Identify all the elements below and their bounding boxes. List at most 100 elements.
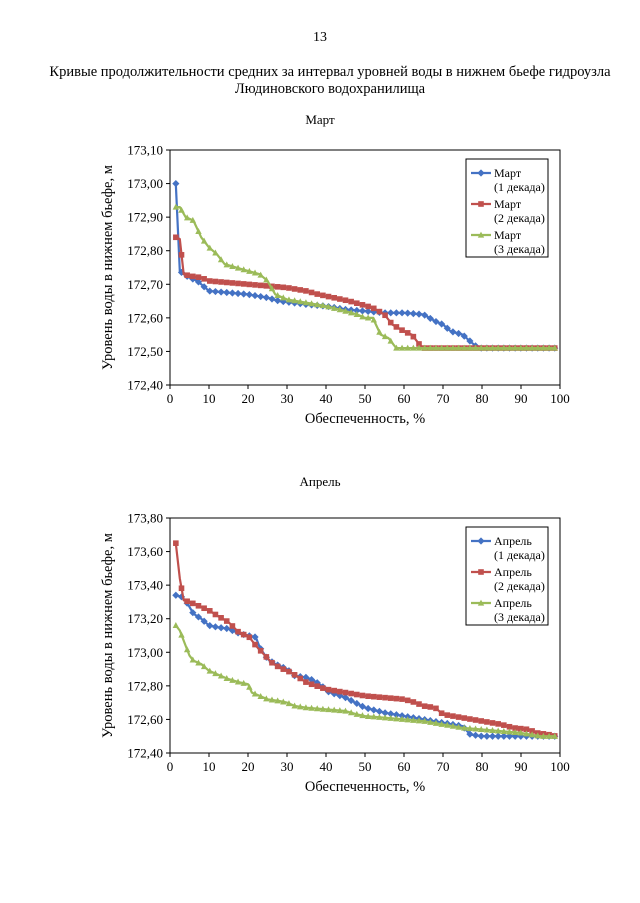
data-point [433,705,439,712]
y-tick-label: 172,50 [127,344,163,359]
data-point [472,717,479,723]
data-point [517,732,525,740]
data-point [404,309,412,317]
data-point [336,306,344,313]
data-point [387,710,395,718]
data-point [455,723,462,730]
data-point [297,298,304,305]
page-number: 13 [313,30,327,45]
data-point [410,699,417,705]
data-point [246,683,253,690]
data-point [291,672,298,678]
y-tick-label: 172,40 [127,378,163,393]
x-tick-label: 50 [359,759,372,774]
data-point [303,679,309,685]
data-point [325,686,332,693]
data-point [501,722,507,728]
data-point [347,309,355,316]
data-point [398,715,406,722]
data-point [257,648,264,654]
data-point [523,344,530,351]
x-tick-label: 90 [515,759,528,774]
data-point [517,344,525,351]
y-tick-label: 172,60 [127,310,163,325]
data-point [375,707,384,716]
data-point [404,716,411,723]
data-point [206,244,213,251]
data-point [449,344,457,351]
data-point [359,313,366,320]
legend-label: Апрель [494,534,532,548]
chart-title-april: Апрель [299,474,341,489]
data-point [483,726,491,733]
data-point [308,681,315,688]
data-point [444,721,451,728]
data-point [416,701,422,707]
data-point [381,333,389,340]
x-tick-label: 0 [167,391,174,406]
data-point [387,319,394,326]
data-point [206,621,214,630]
data-point [184,272,190,279]
data-point [184,598,190,605]
data-point [235,280,241,287]
x-tick-label: 0 [167,759,174,774]
data-point [382,694,388,701]
data-point [381,714,389,721]
x-tick-label: 40 [320,759,333,774]
y-tick-label: 172,60 [127,712,163,727]
y-tick-label: 172,80 [127,243,163,258]
data-point [212,611,219,618]
data-point [313,679,321,687]
y-tick-label: 173,80 [127,511,163,526]
data-point [461,344,468,351]
data-point [257,282,264,289]
data-point [291,286,298,292]
data-point [325,303,332,310]
data-point [217,624,225,632]
data-point [540,344,547,351]
data-point [534,732,541,739]
data-point [455,344,462,351]
data-point [365,693,371,699]
data-point [551,344,558,351]
data-point [234,678,242,685]
data-point [421,344,428,351]
data-point [303,288,309,294]
data-point [415,310,423,318]
x-axis-label: Обеспеченность, % [305,779,425,795]
data-point [307,676,316,684]
x-tick-label: 60 [398,759,411,774]
data-point [494,344,502,351]
data-point [518,725,524,732]
data-point [211,287,220,296]
y-tick-label: 173,00 [127,176,163,191]
data-point [251,269,259,276]
data-point [370,706,378,714]
data-point [262,293,270,302]
data-point [478,726,485,733]
data-point [223,279,230,286]
data-point [314,705,321,712]
data-point [342,689,349,696]
x-tick-label: 100 [550,759,570,774]
data-point [432,317,440,326]
x-tick-label: 30 [281,391,294,406]
data-point [528,731,536,738]
data-point [269,659,275,666]
data-point [229,676,236,683]
legend-marker [477,169,485,177]
data-point [477,732,485,740]
legend-label: Апрель [494,565,532,579]
y-tick-label: 173,00 [127,645,163,660]
data-point [200,237,208,244]
data-point [382,312,388,319]
data-point [398,344,406,351]
x-tick-label: 90 [515,391,528,406]
data-point [331,687,337,694]
data-point [353,306,361,315]
y-tick-label: 172,80 [127,678,163,693]
legend-label-sub: (2 декада) [494,579,545,593]
data-point [246,281,253,288]
data-point [506,728,513,735]
